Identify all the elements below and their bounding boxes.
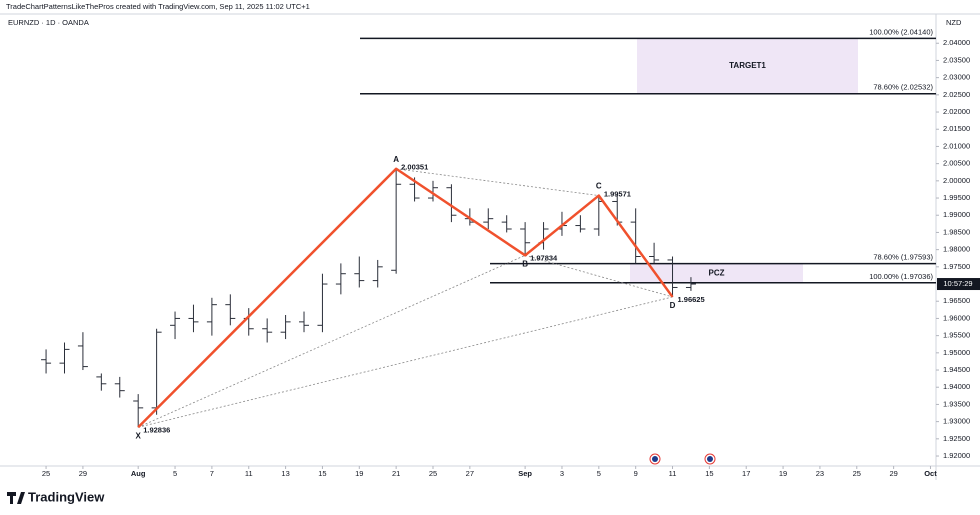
x-tick-label: 7 — [210, 469, 214, 478]
x-tick-label: Oct — [924, 469, 937, 478]
point-label: D — [670, 301, 676, 310]
y-tick-label: 2.00000 — [943, 176, 970, 185]
y-tick-label: 2.02500 — [943, 90, 970, 99]
y-tick-label: 2.03000 — [943, 73, 970, 82]
y-tick-label: 2.01500 — [943, 124, 970, 133]
x-tick-label: 17 — [742, 469, 750, 478]
x-tick-label: 15 — [705, 469, 713, 478]
x-tick-label: Aug — [131, 469, 146, 478]
point-price: 1.99571 — [604, 190, 631, 199]
x-tick-label: 13 — [281, 469, 289, 478]
y-tick-label: 2.02000 — [943, 107, 970, 116]
level-label: 100.00% (1.97036) — [869, 272, 933, 281]
x-tick-label: 25 — [42, 469, 50, 478]
y-tick-label: 1.95500 — [943, 331, 970, 340]
x-tick-label: 21 — [392, 469, 400, 478]
y-tick-label: 2.03500 — [943, 55, 970, 64]
x-tick-label: 11 — [669, 469, 677, 478]
zone-label: PCZ — [709, 268, 725, 277]
level-label: 78.60% (2.02532) — [873, 83, 933, 92]
point-price: 1.92836 — [143, 425, 170, 434]
y-tick-label: 1.93000 — [943, 417, 970, 426]
x-tick-label: 19 — [355, 469, 363, 478]
countdown: 10:57:29 — [943, 279, 972, 288]
y-tick-label: 1.96500 — [943, 296, 970, 305]
point-label: A — [393, 155, 399, 164]
x-tick-label: 5 — [173, 469, 177, 478]
x-tick-label: Sep — [518, 469, 532, 478]
y-tick-label: 1.97500 — [943, 262, 970, 271]
point-price: 2.00351 — [401, 163, 428, 172]
x-tick-label: 11 — [245, 469, 253, 478]
y-tick-label: 1.96000 — [943, 313, 970, 322]
brand: TradingView — [28, 489, 105, 504]
point-label: B — [522, 259, 528, 268]
y-tick-label: 1.95000 — [943, 348, 970, 357]
y-tick-label: 1.98500 — [943, 227, 970, 236]
y-tick-label: 1.94000 — [943, 382, 970, 391]
level-label: 78.60% (1.97593) — [873, 253, 933, 262]
x-tick-label: 15 — [318, 469, 326, 478]
event-icon-dot — [652, 456, 658, 462]
x-tick-label: 5 — [597, 469, 601, 478]
point-price: 1.96625 — [678, 295, 705, 304]
y-tick-label: 1.92500 — [943, 434, 970, 443]
y-tick-label: 1.92000 — [943, 451, 970, 460]
zone-label: TARGET1 — [729, 61, 766, 70]
level-label: 100.00% (2.04140) — [869, 27, 933, 36]
symbol: EURNZD · 1D · OANDA — [8, 18, 89, 27]
zone — [630, 263, 803, 283]
currency: NZD — [946, 18, 962, 27]
x-tick-label: 25 — [853, 469, 861, 478]
y-tick-label: 1.98000 — [943, 245, 970, 254]
y-tick-label: 2.00500 — [943, 159, 970, 168]
y-tick-label: 1.99500 — [943, 193, 970, 202]
x-tick-label: 3 — [560, 469, 564, 478]
x-tick-label: 23 — [816, 469, 824, 478]
y-tick-label: 1.99000 — [943, 210, 970, 219]
x-tick-label: 9 — [634, 469, 638, 478]
price-tag — [937, 278, 980, 291]
x-tick-label: 29 — [889, 469, 897, 478]
y-tick-label: 1.94500 — [943, 365, 970, 374]
event-icon-dot — [707, 456, 713, 462]
point-price: 1.97834 — [530, 253, 558, 262]
y-tick-label: 1.93500 — [943, 399, 970, 408]
attribution: TradeChartPatternsLikeThePros created wi… — [6, 2, 310, 11]
point-label: C — [596, 182, 602, 191]
x-tick-label: 29 — [79, 469, 87, 478]
point-label: X — [136, 431, 142, 440]
pattern-guide — [525, 254, 673, 298]
zone — [637, 38, 858, 94]
brand-logo — [7, 492, 25, 504]
y-tick-label: 2.04000 — [943, 38, 970, 47]
x-tick-label: 19 — [779, 469, 787, 478]
x-tick-label: 25 — [429, 469, 437, 478]
pattern-line — [137, 167, 674, 429]
y-tick-label: 2.01000 — [943, 141, 970, 150]
pattern-guide — [138, 254, 526, 428]
x-tick-label: 27 — [466, 469, 474, 478]
